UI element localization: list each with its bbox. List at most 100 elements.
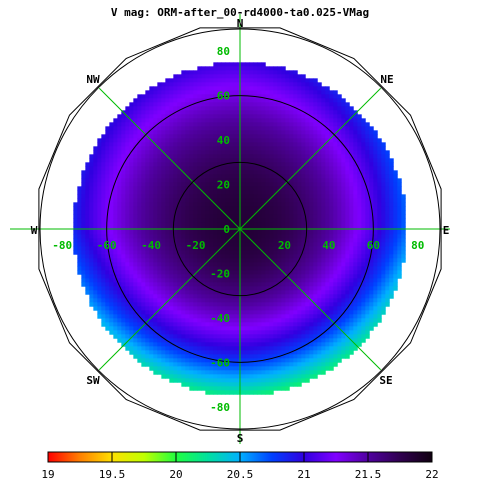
- heatmap-cell: [341, 246, 346, 251]
- heatmap-cell: [349, 134, 354, 139]
- heatmap-cell: [265, 378, 270, 383]
- heatmap-cell: [309, 130, 314, 135]
- heatmap-cell: [353, 290, 358, 295]
- heatmap-cell: [161, 238, 166, 243]
- heatmap-cell: [205, 350, 210, 355]
- heatmap-cell: [165, 330, 170, 335]
- heatmap-cell: [289, 374, 294, 379]
- heatmap-cell: [113, 262, 118, 267]
- heatmap-cell: [209, 330, 214, 335]
- heatmap-cell: [333, 358, 338, 363]
- heatmap-cell: [93, 278, 98, 283]
- heatmap-cell: [133, 230, 138, 235]
- heatmap-cell: [117, 314, 122, 319]
- heatmap-cell: [149, 322, 154, 327]
- heatmap-cell: [89, 162, 94, 167]
- heatmap-cell: [157, 326, 162, 331]
- heatmap-cell: [221, 82, 226, 87]
- heatmap-cell: [277, 270, 282, 275]
- heatmap-cell: [229, 254, 234, 259]
- heatmap-cell: [293, 378, 298, 383]
- heatmap-cell: [217, 122, 222, 127]
- heatmap-cell: [117, 166, 122, 171]
- heatmap-cell: [337, 350, 342, 355]
- heatmap-cell: [285, 298, 290, 303]
- heatmap-cell: [281, 234, 286, 239]
- heatmap-cell: [209, 346, 214, 351]
- heatmap-cell: [305, 158, 310, 163]
- heatmap-cell: [313, 86, 318, 91]
- heatmap-cell: [181, 206, 186, 211]
- heatmap-cell: [277, 194, 282, 199]
- heatmap-cell: [337, 102, 342, 107]
- heatmap-cell: [137, 158, 142, 163]
- heatmap-cell: [277, 74, 282, 79]
- heatmap-cell: [177, 282, 182, 287]
- heatmap-cell: [97, 298, 102, 303]
- heatmap-cell: [193, 326, 198, 331]
- heatmap-cell: [257, 158, 262, 163]
- heatmap-cell: [181, 342, 186, 347]
- heatmap-cell: [109, 158, 114, 163]
- heatmap-cell: [157, 166, 162, 171]
- heatmap-cell: [197, 250, 202, 255]
- heatmap-cell: [225, 178, 230, 183]
- heatmap-cell: [313, 146, 318, 151]
- heatmap-cell: [329, 178, 334, 183]
- heatmap-cell: [109, 178, 114, 183]
- heatmap-cell: [281, 134, 286, 139]
- heatmap-cell: [185, 198, 190, 203]
- heatmap-cell: [213, 374, 218, 379]
- heatmap-cell: [305, 242, 310, 247]
- heatmap-cell: [137, 178, 142, 183]
- heatmap-cell: [353, 178, 358, 183]
- heatmap-cell: [161, 142, 166, 147]
- heatmap-cell: [325, 198, 330, 203]
- heatmap-cell: [285, 358, 290, 363]
- heatmap-cell: [285, 202, 290, 207]
- heatmap-cell: [297, 230, 302, 235]
- heatmap-cell: [249, 138, 254, 143]
- heatmap-cell: [273, 206, 278, 211]
- heatmap-cell: [141, 194, 146, 199]
- heatmap-cell: [137, 98, 142, 103]
- heatmap-cell: [309, 318, 314, 323]
- heatmap-cell: [193, 362, 198, 367]
- heatmap-cell: [265, 98, 270, 103]
- heatmap-cell: [193, 126, 198, 131]
- heatmap-cell: [245, 382, 250, 387]
- heatmap-cell: [93, 262, 98, 267]
- heatmap-cell: [269, 138, 274, 143]
- heatmap-cell: [333, 218, 338, 223]
- heatmap-cell: [89, 282, 94, 287]
- heatmap-cell: [277, 134, 282, 139]
- heatmap-cell: [173, 202, 178, 207]
- heatmap-cell: [137, 342, 142, 347]
- heatmap-cell: [121, 286, 126, 291]
- heatmap-cell: [213, 222, 218, 227]
- heatmap-cell: [145, 222, 150, 227]
- heatmap-cell: [125, 306, 130, 311]
- heatmap-cell: [285, 366, 290, 371]
- heatmap-cell: [141, 206, 146, 211]
- heatmap-cell: [337, 190, 342, 195]
- heatmap-cell: [189, 278, 194, 283]
- heatmap-cell: [305, 98, 310, 103]
- heatmap-cell: [141, 106, 146, 111]
- heatmap-cell: [189, 314, 194, 319]
- heatmap-cell: [225, 74, 230, 79]
- heatmap-cell: [265, 90, 270, 95]
- heatmap-cell: [173, 186, 178, 191]
- heatmap-cell: [293, 238, 298, 243]
- heatmap-cell: [269, 230, 274, 235]
- heatmap-cell: [89, 158, 94, 163]
- heatmap-cell: [161, 222, 166, 227]
- heatmap-cell: [245, 94, 250, 99]
- heatmap-cell: [269, 250, 274, 255]
- heatmap-cell: [285, 138, 290, 143]
- heatmap-cell: [341, 250, 346, 255]
- heatmap-cell: [201, 362, 206, 367]
- heatmap-cell: [273, 174, 278, 179]
- heatmap-cell: [333, 174, 338, 179]
- heatmap-cell: [257, 86, 262, 91]
